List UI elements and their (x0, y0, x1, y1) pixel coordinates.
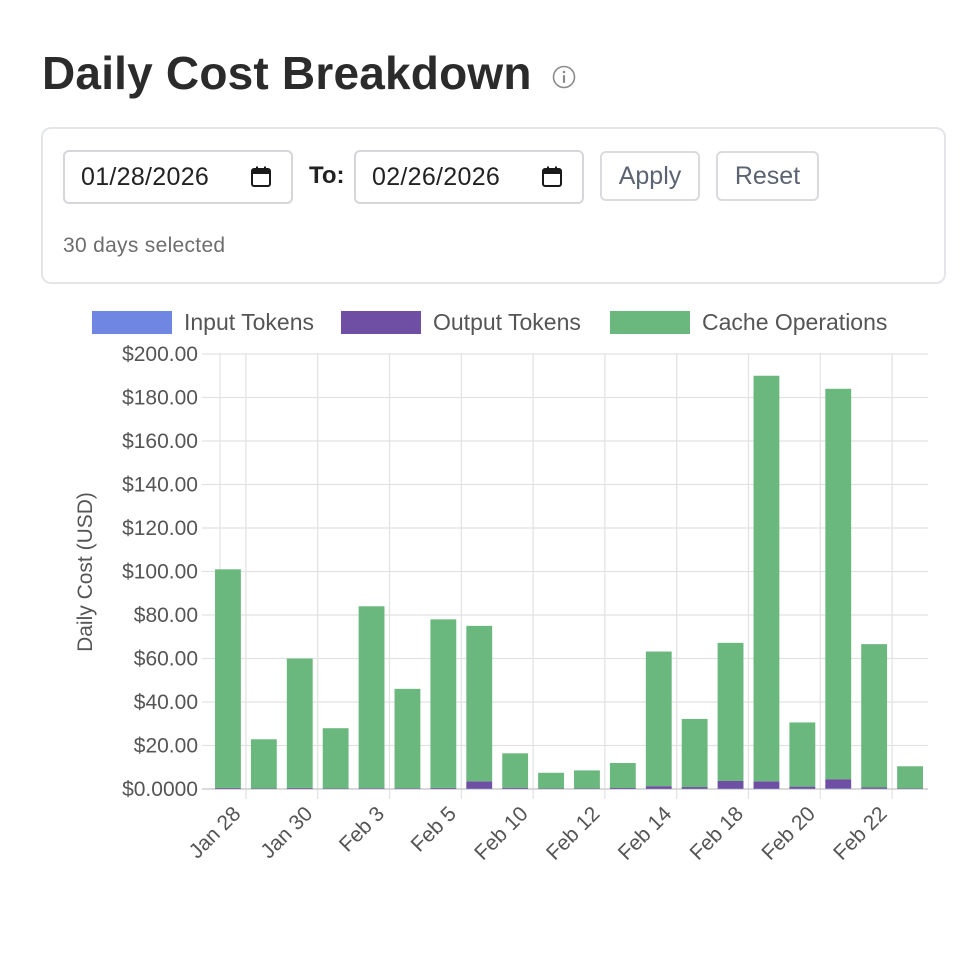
page-header: Daily Cost Breakdown (42, 46, 576, 100)
x-tick-label: Feb 18 (686, 802, 749, 865)
legend-swatch[interactable] (341, 311, 421, 334)
to-label: To: (309, 162, 345, 189)
y-tick-label: $200.00 (122, 343, 198, 366)
bar-cache-operations[interactable] (825, 388, 852, 780)
end-date-input[interactable]: 02/26/2026 (354, 150, 584, 204)
x-axis-ticks: Jan 28 Jan 30 Feb 3 Feb 5 Feb 10 Feb 12 Feb 14… (185, 802, 892, 865)
bar-output-tokens[interactable] (789, 786, 816, 789)
legend-label[interactable]: Input Tokens (184, 309, 314, 335)
bar-output-tokens[interactable] (609, 788, 636, 789)
bar-output-tokens[interactable] (286, 787, 313, 789)
x-tick-label: Feb 20 (757, 802, 820, 865)
legend-label[interactable]: Cache Operations (702, 309, 887, 335)
bar-cache-operations[interactable] (215, 569, 241, 788)
bar-cache-operations[interactable] (394, 688, 421, 789)
bar-output-tokens[interactable] (717, 780, 744, 789)
y-tick-label: $100.00 (122, 561, 198, 584)
x-tick-label: Feb 3 (335, 802, 389, 856)
start-date-value: 01/28/2026 (81, 162, 210, 191)
legend-swatch[interactable] (92, 311, 172, 334)
days-selected-text: 30 days selected (63, 234, 226, 257)
y-tick-label: $20.00 (134, 735, 198, 758)
bar-cache-operations[interactable] (574, 770, 600, 789)
bar-output-tokens[interactable] (358, 788, 385, 789)
y-tick-label: $40.00 (134, 691, 198, 714)
calendar-icon[interactable] (249, 165, 273, 189)
y-tick-label: $0.0000 (122, 778, 198, 801)
bar-cache-operations[interactable] (466, 625, 493, 782)
x-tick-label: Jan 30 (256, 802, 317, 863)
bar-cache-operations[interactable] (322, 728, 349, 789)
y-tick-label: $120.00 (122, 517, 198, 540)
bar-output-tokens[interactable] (753, 781, 780, 789)
y-tick-label: $160.00 (122, 430, 198, 453)
daily-cost-chart: Input Tokens Output Tokens Cache Operation… (74, 309, 928, 865)
bar-cache-operations[interactable] (538, 772, 564, 789)
bar-cache-operations[interactable] (861, 644, 888, 788)
bar-cache-operations[interactable] (789, 722, 816, 787)
y-tick-label: $80.00 (134, 604, 198, 627)
y-axis-ticks: $0.0000 $20.00 $40.00 $60.00 $80.00 $100.00 $1… (122, 343, 198, 801)
legend-label[interactable]: Output Tokens (433, 309, 581, 335)
bar-cache-operations[interactable] (645, 651, 672, 787)
bar-cache-operations[interactable] (717, 642, 744, 781)
bar-cache-operations[interactable] (286, 658, 313, 788)
y-tick-label: $180.00 (122, 387, 198, 410)
bar-cache-operations[interactable] (430, 619, 457, 788)
x-tick-label: Jan 28 (185, 802, 246, 863)
bar-cache-operations[interactable] (681, 718, 708, 788)
bar-output-tokens[interactable] (825, 779, 852, 789)
x-tick-label: Feb 14 (614, 802, 677, 865)
apply-button[interactable]: Apply (600, 151, 700, 201)
x-tick-label: Feb 12 (542, 802, 605, 865)
bar-output-tokens[interactable] (861, 787, 888, 789)
bar-cache-operations[interactable] (753, 375, 780, 782)
reset-button[interactable]: Reset (716, 151, 819, 201)
chart-legend: Input Tokens Output Tokens Cache Operation… (92, 309, 887, 335)
x-tick-label: Feb 10 (470, 802, 533, 865)
x-tick-label: Feb 22 (829, 802, 892, 865)
bar-output-tokens[interactable] (502, 787, 529, 789)
bar-output-tokens[interactable] (430, 787, 457, 789)
bar-cache-operations[interactable] (502, 753, 529, 788)
bar-input-tokens[interactable] (825, 788, 852, 789)
bar-output-tokens[interactable] (394, 788, 421, 789)
end-date-value: 02/26/2026 (372, 162, 501, 191)
bar-cache-operations[interactable] (609, 763, 636, 789)
bar-output-tokens[interactable] (645, 786, 672, 789)
bar-output-tokens[interactable] (681, 787, 708, 789)
bar-cache-operations[interactable] (358, 606, 385, 789)
x-tick-label: Feb 5 (407, 802, 461, 856)
calendar-icon[interactable] (540, 165, 564, 189)
y-tick-label: $140.00 (122, 474, 198, 497)
bar-cache-operations[interactable] (897, 766, 923, 789)
chart-bars (215, 375, 923, 789)
bar-output-tokens[interactable] (215, 787, 241, 789)
y-axis-title: Daily Cost (USD) (74, 492, 97, 652)
y-tick-label: $60.00 (134, 648, 198, 671)
legend-swatch[interactable] (610, 311, 690, 334)
bar-output-tokens[interactable] (466, 781, 493, 789)
date-range-filter: 01/28/2026 To: 02/26/2026 Apply Reset 30… (41, 127, 946, 284)
info-circle-icon[interactable] (552, 65, 576, 89)
bar-cache-operations[interactable] (250, 739, 277, 789)
start-date-input[interactable]: 01/28/2026 (63, 150, 293, 204)
page-title: Daily Cost Breakdown (42, 47, 532, 99)
